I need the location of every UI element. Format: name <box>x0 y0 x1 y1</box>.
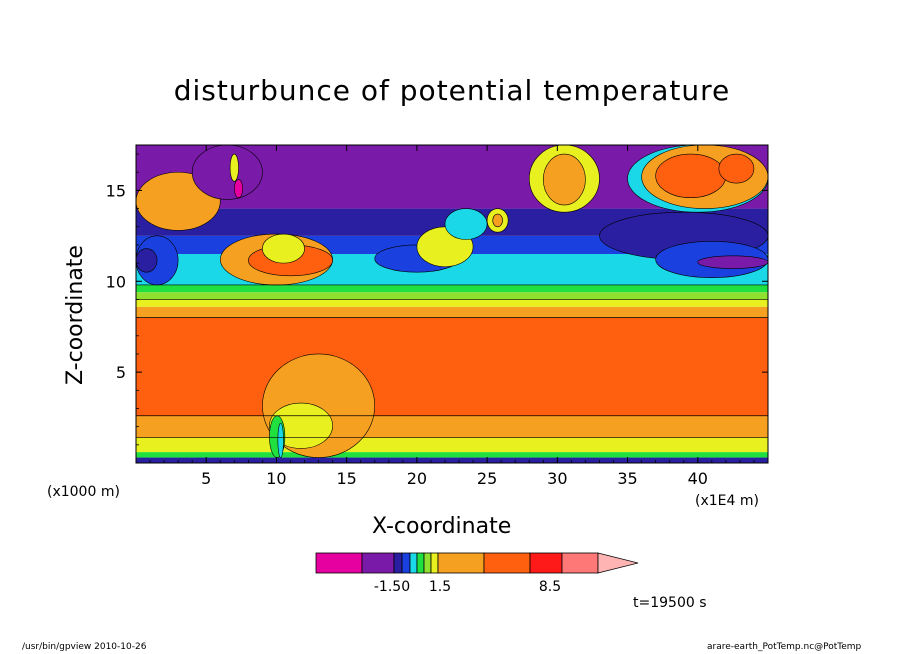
colorbar-swatch-10 <box>529 552 563 574</box>
contour-feature-6 <box>234 179 244 198</box>
contour-band-8 <box>136 284 768 293</box>
x-tick-label-1: 10 <box>266 469 286 488</box>
contour-feature-20 <box>655 153 727 198</box>
y-axis-label: Z-coordinate <box>63 245 88 385</box>
x-tick-label-0: 5 <box>201 469 211 488</box>
contour-band-4 <box>136 317 768 416</box>
colorbar-swatch-3 <box>401 552 411 574</box>
contour-feature-15 <box>542 153 586 206</box>
contour-feature-11 <box>444 208 488 240</box>
colorbar-swatch-1 <box>361 552 395 574</box>
colorbar-swatch-4 <box>409 552 418 574</box>
x-tick-label-5: 30 <box>547 469 567 488</box>
colorbar-label-2: 8.5 <box>539 579 561 595</box>
x-tick-label-4: 25 <box>477 469 497 488</box>
colorbar-swatch-6 <box>423 552 432 574</box>
x-tick-label-6: 35 <box>617 469 637 488</box>
plot-area <box>135 144 769 464</box>
plot-frame <box>135 144 769 464</box>
colorbar-label-1: 1.5 <box>429 579 451 595</box>
footer-right: arare-earth_PotTemp.nc@PotTemp <box>707 642 862 652</box>
contour-feature-24 <box>269 402 333 449</box>
contour-feature-8 <box>135 248 158 273</box>
x-tick-label-3: 20 <box>407 469 427 488</box>
colorbar-label-0: -1.50 <box>374 579 410 595</box>
y-tick-label-2: 15 <box>106 181 126 200</box>
contour-band-0 <box>136 457 768 463</box>
contour-band-1 <box>136 452 768 458</box>
x-axis-unit-right: (x1E4 m) <box>695 493 759 509</box>
y-axis: 5 10 15 <box>106 153 768 446</box>
colorbar-swatch-2 <box>393 552 403 574</box>
y-tick-label-0: 5 <box>116 363 126 382</box>
x-axis-unit-left: (x1000 m) <box>47 484 120 500</box>
colorbar-swatch-11 <box>561 552 599 574</box>
contour-band-7 <box>136 292 768 300</box>
contour-feature-21 <box>718 153 755 184</box>
time-label: t=19500 s <box>633 595 707 611</box>
contour-feature-22 <box>697 255 769 269</box>
colorbar-swatch-5 <box>416 552 425 574</box>
colorbar-arrow <box>597 552 639 574</box>
contour-feature-26 <box>277 422 284 458</box>
contour-feature-4 <box>191 144 263 200</box>
x-axis: 5 10 15 20 25 30 35 40 <box>149 145 755 488</box>
y-tick-label-1: 10 <box>106 272 126 291</box>
contour-feature-13 <box>492 213 503 228</box>
footer-left: /usr/bin/gpview 2010-10-26 <box>22 642 147 652</box>
contour-band-5 <box>136 306 768 318</box>
contour-feature-3 <box>262 233 305 264</box>
x-tick-label-7: 40 <box>688 469 708 488</box>
colorbar-swatch-0 <box>315 552 363 574</box>
contour-feature-5 <box>229 153 239 182</box>
colorbar: -1.50 1.5 8.5 <box>315 552 639 595</box>
x-tick-label-2: 15 <box>336 469 356 488</box>
colorbar-swatch-8 <box>437 552 485 574</box>
contour-band-3 <box>136 415 768 438</box>
contour-band-6 <box>136 299 768 307</box>
x-axis-label: X-coordinate <box>372 514 512 539</box>
colorbar-swatch-7 <box>430 552 439 574</box>
chart-title: disturbunce of potential temperature <box>173 74 731 107</box>
colorbar-swatch-9 <box>483 552 531 574</box>
contour-band-2 <box>136 437 768 453</box>
